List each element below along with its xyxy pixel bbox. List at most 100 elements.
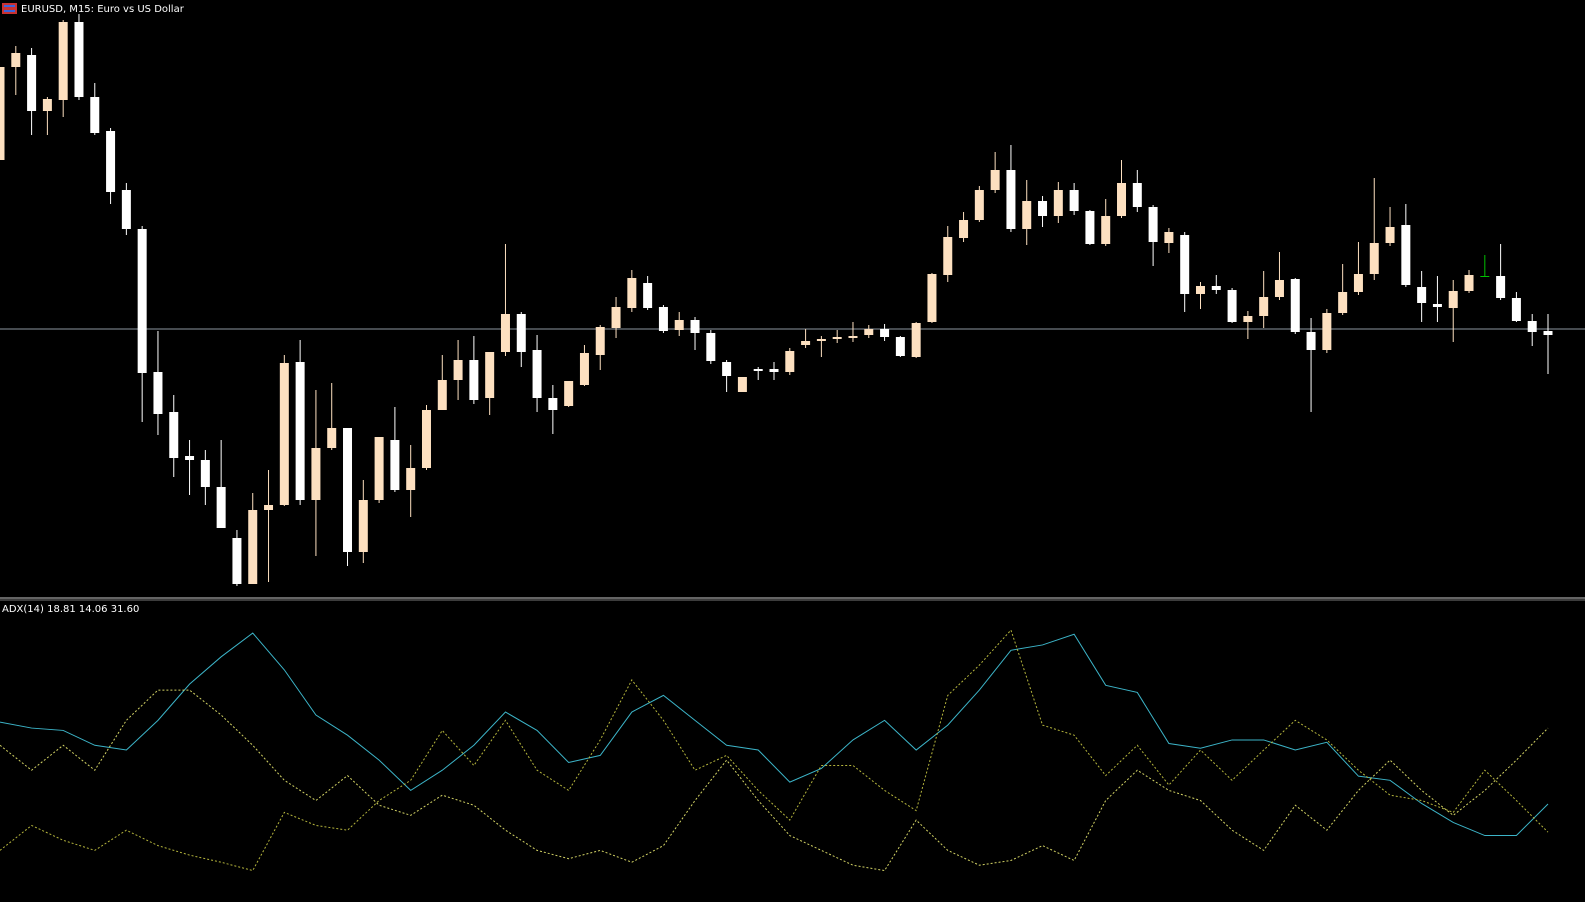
candle-body [1496,276,1506,298]
candle-body [279,363,289,505]
candle-body [169,412,179,458]
candle-body [0,67,5,160]
candle-body [880,329,890,337]
candle-body [1069,190,1079,211]
candle-body [769,369,779,372]
candle-body [895,337,905,356]
candle-body [1211,286,1221,290]
candle-body [485,352,495,398]
candle-body [832,337,842,339]
candle-body [943,237,953,275]
chart-title: EURUSD, M15: Euro vs US Dollar [21,4,185,15]
candle-body [674,320,684,330]
candle-body [453,360,463,380]
candle-body [153,372,163,414]
candle-body [1369,243,1379,274]
candle-body [516,314,526,352]
candle-body [390,440,400,490]
candle-body [106,131,116,192]
candle-body [959,220,969,238]
candle-body [500,314,510,352]
candle-body [816,339,826,341]
candle-body [137,229,147,373]
candle-body [1527,321,1537,332]
candle-body [469,360,479,400]
candle-body [1322,313,1332,350]
candle-body [1338,292,1348,313]
candle-body [990,170,1000,190]
candle-body [421,410,431,468]
candle-body [1101,216,1111,244]
candle-body [1085,211,1095,244]
candle-body [58,22,68,100]
candle-body [216,487,226,528]
candle-body [911,323,921,357]
candle-body [11,53,21,67]
candle-body [1243,316,1253,322]
candle-body [200,460,210,487]
candle-body [579,353,589,385]
candle-body [90,97,100,133]
candle-body [1401,225,1411,285]
candle-body [232,538,242,584]
candle-body [848,336,858,338]
candle-body [564,381,574,406]
candle-body [927,274,937,322]
candle-body [722,362,732,376]
candle-body [1543,331,1553,335]
candle-body [1227,290,1237,322]
indicator-line [0,629,1549,872]
candle-body [1274,280,1284,297]
indicator-line [0,632,1549,837]
candle-body [185,456,195,460]
candle-body [737,377,747,392]
candle-body [248,510,258,584]
candle-body [74,22,84,97]
candle-body [1117,183,1127,216]
candle-body [1022,201,1032,229]
candle-body [1353,274,1363,292]
candle-body [1480,276,1490,277]
candle-body [295,362,305,500]
candle-body [311,448,321,500]
candle-body [785,351,795,372]
candle-body [1306,332,1316,350]
candle-body [343,428,353,552]
candle-body [706,333,716,361]
indicator-line [0,689,1549,872]
candle-body [358,500,368,552]
candle-body [627,278,637,308]
candle-body [1417,287,1427,303]
candle-body [406,468,416,490]
candle-body [374,437,384,500]
candle-body [532,350,542,398]
symbol-icon [2,3,17,14]
candle-body [27,55,37,111]
candle-body [1006,170,1016,229]
candle-body [42,99,52,111]
candle-body [974,190,984,220]
candle-body [1432,304,1442,307]
candle-body [1148,207,1158,242]
candle-body [327,428,337,448]
candle-body [1195,286,1205,294]
candle-body [1132,183,1142,207]
candle-body [1290,279,1300,332]
candle-body [1053,190,1063,216]
candle-body [643,283,653,308]
candle-body [658,307,668,331]
candle-body [864,329,874,335]
candle-body [611,307,621,328]
candle-body [1164,232,1174,243]
candle-body [1511,298,1521,321]
candle-body [1180,235,1190,294]
candle-body [1038,201,1048,216]
candle-body [264,505,274,510]
candle-body [548,398,558,410]
candle-body [1385,227,1395,243]
indicator-title: ADX(14) 18.81 14.06 31.60 [2,604,139,615]
candle-body [121,190,131,229]
